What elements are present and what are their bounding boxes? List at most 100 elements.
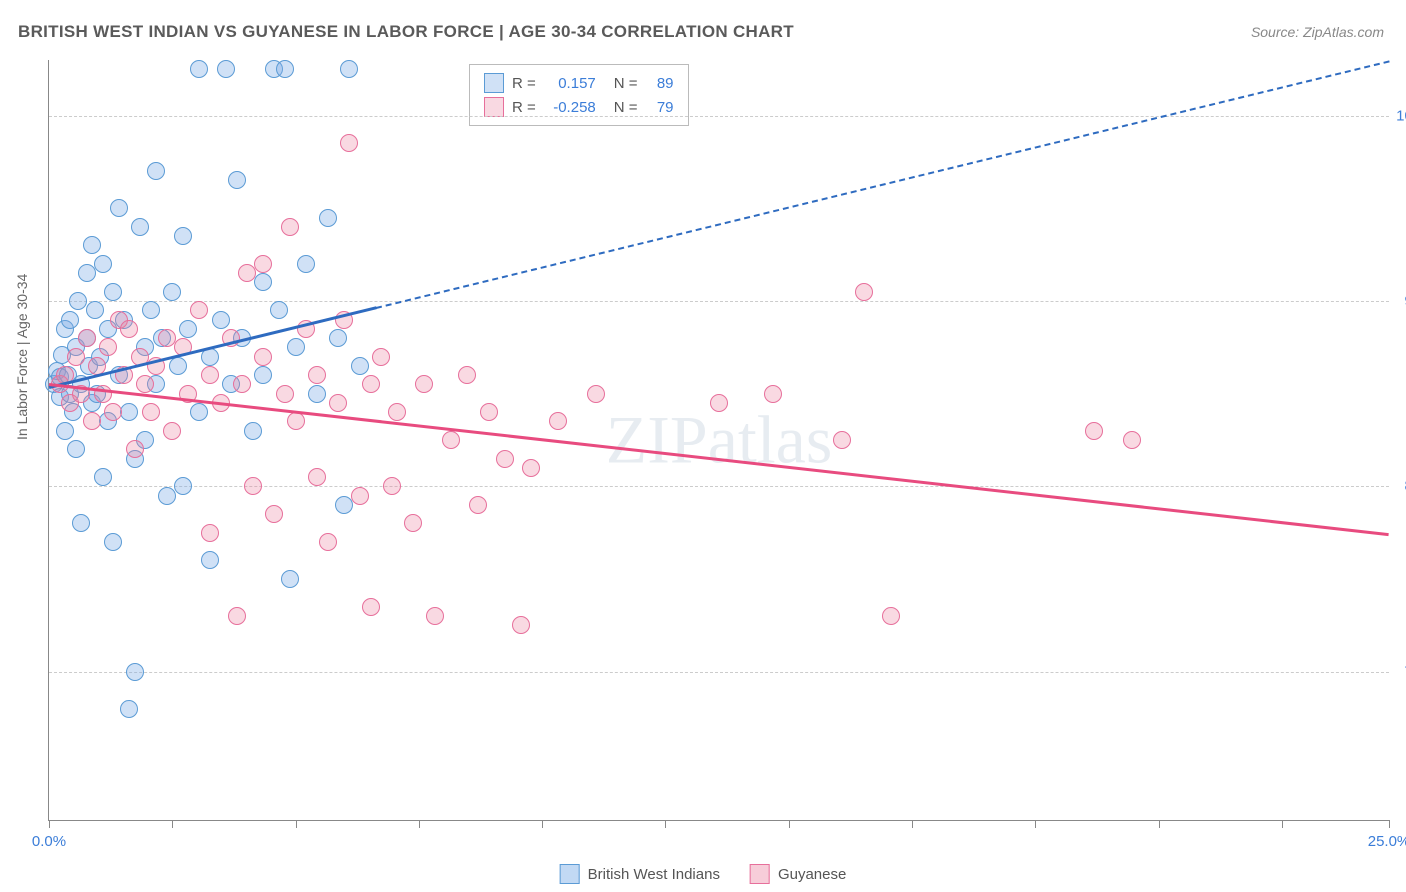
scatter-point [480,403,498,421]
x-tick-label: 25.0% [1368,833,1406,850]
scatter-point [276,60,294,78]
scatter-point [212,311,230,329]
x-tick [789,820,790,828]
scatter-point [201,524,219,542]
scatter-point [244,422,262,440]
scatter-point [496,450,514,468]
scatter-point [297,255,315,273]
legend-row: R = 0.157 N = 89 [484,71,674,95]
scatter-point [131,218,149,236]
series-legend: British West Indians Guyanese [560,864,847,884]
legend-n-value: 79 [646,99,674,116]
x-tick [419,820,420,828]
scatter-point [335,496,353,514]
x-tick [1159,820,1160,828]
scatter-point [512,616,530,634]
scatter-point [469,496,487,514]
legend-item: British West Indians [560,864,720,884]
scatter-point [855,283,873,301]
scatter-point [120,403,138,421]
scatter-point [179,320,197,338]
scatter-point [254,255,272,273]
scatter-point [442,431,460,449]
x-tick-label: 0.0% [32,833,66,850]
scatter-point [61,311,79,329]
scatter-point [120,320,138,338]
scatter-point [120,700,138,718]
scatter-point [254,273,272,291]
scatter-point [201,366,219,384]
scatter-point [329,329,347,347]
legend-item: Guyanese [750,864,846,884]
legend-n-label: N = [614,75,638,92]
scatter-point [104,403,122,421]
scatter-point [104,533,122,551]
scatter-point [319,209,337,227]
scatter-point [126,663,144,681]
scatter-point [329,394,347,412]
scatter-point [110,199,128,217]
legend-swatch [484,97,504,117]
legend-r-value: 0.157 [544,75,596,92]
scatter-point [72,514,90,532]
chart-plot-area: ZIPatlas R =0.157N =89R =-0.258N =79 70.… [48,60,1389,821]
scatter-point [383,477,401,495]
scatter-point [67,440,85,458]
scatter-point [833,431,851,449]
scatter-point [104,283,122,301]
legend-swatch [750,864,770,884]
scatter-point [147,162,165,180]
scatter-point [163,283,181,301]
scatter-point [426,607,444,625]
legend-n-value: 89 [646,75,674,92]
x-tick [49,820,50,828]
scatter-point [522,459,540,477]
scatter-point [190,403,208,421]
legend-r-label: R = [512,99,536,116]
scatter-point [319,533,337,551]
legend-swatch [484,73,504,93]
scatter-point [308,366,326,384]
x-tick [665,820,666,828]
scatter-point [169,357,187,375]
source-attribution: Source: ZipAtlas.com [1251,24,1384,40]
scatter-point [351,357,369,375]
scatter-point [265,505,283,523]
scatter-point [404,514,422,532]
scatter-point [158,329,176,347]
scatter-point [228,171,246,189]
scatter-point [351,487,369,505]
scatter-point [233,375,251,393]
scatter-point [710,394,728,412]
scatter-point [281,570,299,588]
scatter-point [882,607,900,625]
scatter-point [217,60,235,78]
scatter-point [287,338,305,356]
y-tick-label: 100.0% [1396,107,1406,124]
scatter-point [587,385,605,403]
scatter-point [238,264,256,282]
legend-label: Guyanese [778,866,846,883]
scatter-point [362,598,380,616]
x-tick [1389,820,1390,828]
y-axis-label: In Labor Force | Age 30-34 [14,274,30,440]
gridline-horizontal [49,116,1389,117]
scatter-point [276,385,294,403]
scatter-point [287,412,305,430]
legend-r-label: R = [512,75,536,92]
x-tick [296,820,297,828]
scatter-point [67,348,85,366]
gridline-horizontal [49,301,1389,302]
x-tick [912,820,913,828]
x-tick [542,820,543,828]
legend-label: British West Indians [588,866,720,883]
scatter-point [94,255,112,273]
scatter-point [254,366,272,384]
scatter-point [764,385,782,403]
scatter-point [281,218,299,236]
scatter-point [388,403,406,421]
scatter-point [163,422,181,440]
scatter-point [362,375,380,393]
x-tick [1282,820,1283,828]
scatter-point [126,440,144,458]
